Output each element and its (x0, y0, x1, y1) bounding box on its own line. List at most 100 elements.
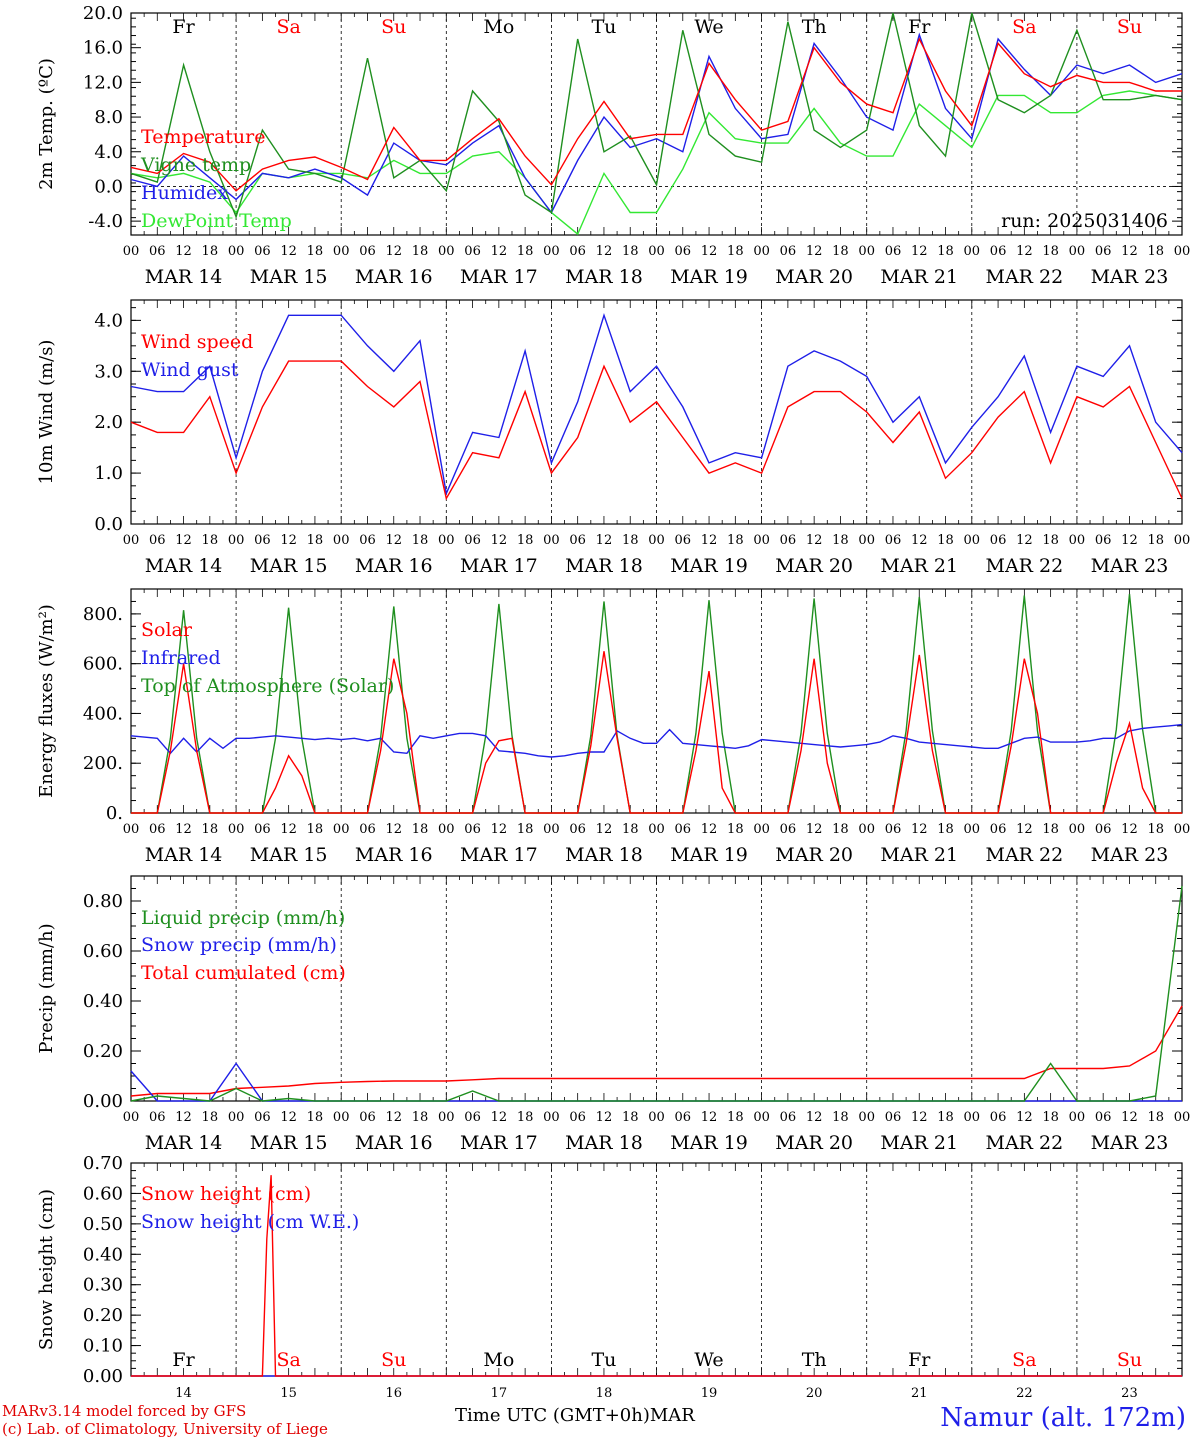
date-label: MAR 21 (880, 266, 958, 288)
panel-4 (130, 875, 1183, 1102)
hour-label: 06 (359, 1110, 376, 1125)
x-axis-label: Time UTC (GMT+0h)MAR (455, 1405, 695, 1426)
hour-label: 18 (937, 1110, 954, 1125)
day-name: Su (381, 1349, 406, 1371)
hour-label: 12 (806, 1110, 823, 1125)
hour-label: 12 (596, 533, 613, 548)
hour-label: 00 (964, 244, 981, 259)
hour-label: 00 (1069, 822, 1086, 837)
y-axis-label: Energy fluxes (W/m²) (36, 604, 57, 798)
hour-label: 12 (1121, 822, 1138, 837)
day-name: Fr (908, 1349, 931, 1371)
hour-label: 06 (359, 244, 376, 259)
y-tick-label: 0.50 (83, 1214, 123, 1235)
hour-label: 12 (491, 533, 508, 548)
day-name: Th (802, 16, 827, 38)
y-tick-label: 0.70 (83, 1153, 123, 1174)
hour-label: 00 (858, 822, 875, 837)
hour-label: 12 (175, 1110, 192, 1125)
hour-label: 18 (517, 533, 534, 548)
date-label: MAR 23 (1091, 555, 1169, 577)
day-name: Fr (172, 1349, 195, 1371)
legend-entry: Infrared (141, 647, 221, 669)
hour-label: 06 (254, 822, 271, 837)
hour-label: 06 (675, 1110, 692, 1125)
hour-label: 00 (753, 822, 770, 837)
hour-label: 18 (937, 244, 954, 259)
hour-label: 12 (911, 1110, 928, 1125)
hour-label: 18 (307, 533, 324, 548)
hour-label: 12 (596, 244, 613, 259)
hour-label: 12 (491, 1110, 508, 1125)
hour-label: 18 (412, 822, 429, 837)
date-label: MAR 19 (670, 844, 748, 866)
hour-label: 18 (622, 1110, 639, 1125)
date-label: MAR 22 (985, 844, 1063, 866)
model-credit: MARv3.14 model forced by GFS (2, 1402, 247, 1420)
hour-label: 12 (491, 244, 508, 259)
y-tick-label: 400. (83, 703, 123, 724)
hour-label: 06 (990, 533, 1007, 548)
hour-label: 00 (753, 533, 770, 548)
hour-label: 18 (1147, 1110, 1164, 1125)
hour-label: 06 (675, 533, 692, 548)
hour-label: 12 (701, 822, 718, 837)
hour-label: 12 (280, 533, 297, 548)
hour-label: 12 (491, 822, 508, 837)
hour-label: 18 (307, 822, 324, 837)
y-tick-label: 4.0 (94, 310, 123, 331)
hour-label: 00 (858, 1110, 875, 1125)
hour-label: 12 (1121, 533, 1138, 548)
hour-label: 00 (228, 533, 245, 548)
hour-label: 06 (990, 1110, 1007, 1125)
hour-label: 00 (333, 533, 350, 548)
hour-label: 06 (464, 1110, 481, 1125)
y-tick-label: 0.40 (83, 1244, 123, 1265)
hour-label: 18 (202, 533, 219, 548)
hour-label: 00 (1174, 533, 1191, 548)
hour-label: 06 (149, 244, 166, 259)
hour-label: 06 (675, 822, 692, 837)
hour-label: 18 (1042, 244, 1059, 259)
day-name: Fr (172, 16, 195, 38)
hour-label: 12 (1016, 1110, 1033, 1125)
hour-label: 00 (543, 1110, 560, 1125)
series-line (130, 885, 1183, 1102)
hour-label: 06 (1095, 244, 1112, 259)
hour-label: 12 (1016, 533, 1033, 548)
date-label: MAR 17 (460, 1132, 538, 1154)
hour-label: 18 (727, 244, 744, 259)
hour-label: 18 (307, 244, 324, 259)
y-tick-label: 0.60 (83, 1183, 123, 1204)
hour-label: 18 (1042, 822, 1059, 837)
hour-label: 12 (806, 244, 823, 259)
date-label: MAR 18 (565, 1132, 643, 1154)
y-tick-label: 0.00 (83, 1091, 123, 1112)
y-tick-label: 0. (106, 803, 123, 824)
hour-label: 18 (202, 1110, 219, 1125)
plot-frame (130, 588, 1183, 814)
hour-label: 06 (569, 822, 586, 837)
hour-label: 06 (780, 533, 797, 548)
hour-label: 18 (727, 1110, 744, 1125)
hour-label: 12 (385, 533, 402, 548)
hour-label: 00 (1069, 244, 1086, 259)
hour-label: 00 (123, 533, 140, 548)
date-label: MAR 15 (250, 266, 328, 288)
date-label: MAR 14 (145, 844, 223, 866)
hour-label: 18 (517, 244, 534, 259)
day-name: Su (381, 16, 406, 38)
hour-label: 06 (149, 822, 166, 837)
legend-entry: Top of Atmosphere (Solar) (141, 675, 394, 697)
panel-5 (130, 1162, 1183, 1377)
hour-label: 18 (622, 533, 639, 548)
hour-label: 06 (254, 1110, 271, 1125)
hour-label: 00 (648, 533, 665, 548)
date-label: MAR 15 (250, 1132, 328, 1154)
hour-label: 12 (175, 533, 192, 548)
y-tick-label: 8.0 (94, 107, 123, 128)
hour-label: 12 (911, 533, 928, 548)
hour-label: 00 (543, 533, 560, 548)
y-tick-label: 3.0 (94, 361, 123, 382)
